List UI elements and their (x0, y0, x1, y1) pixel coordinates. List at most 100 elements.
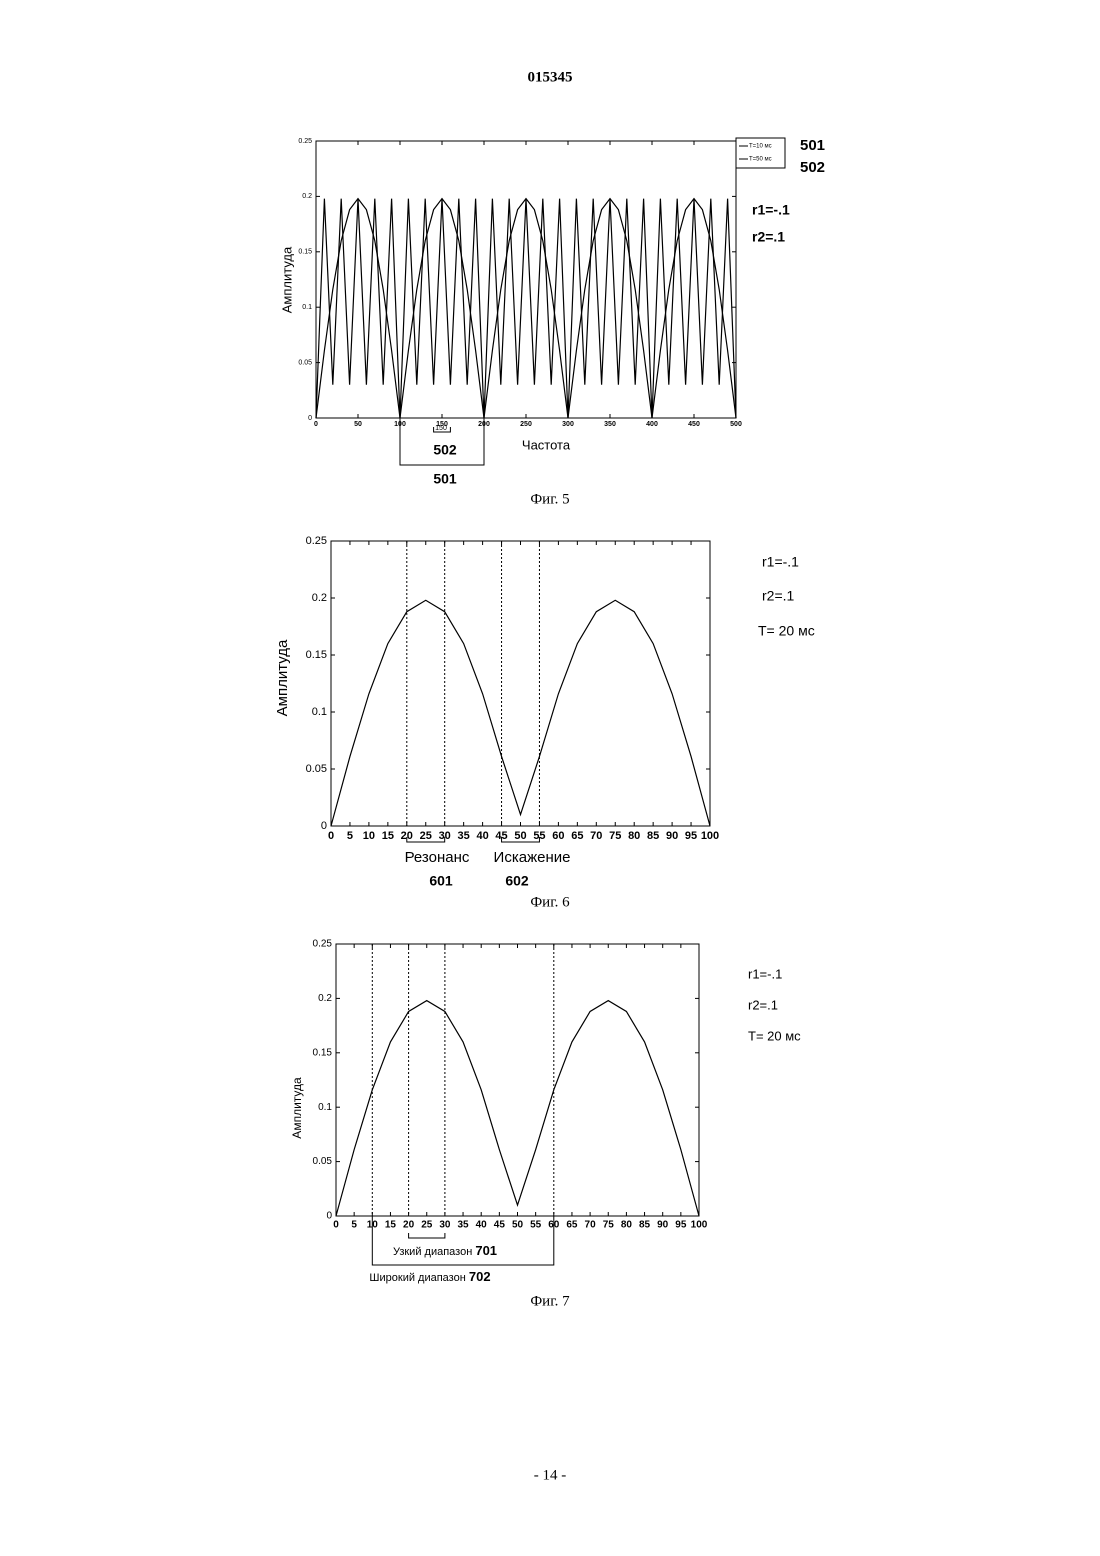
series-id: 501 (800, 137, 825, 154)
y-tick-label: 0.2 (302, 193, 312, 200)
y-tick-label: 0.05 (306, 763, 327, 775)
bracket-label: Широкий диапазон 702 (369, 1269, 490, 1284)
y-tick-label: 0 (308, 415, 312, 422)
x-tick-label: 15 (382, 830, 394, 842)
x-tick-label: 95 (675, 1220, 687, 1231)
bracket-label-text: Узкий диапазон (393, 1246, 472, 1258)
x-tick-label: 0 (314, 421, 318, 428)
bracket-id: 501 (433, 471, 457, 487)
bracket-id: 701 (475, 1243, 497, 1258)
y-tick-label: 0.25 (298, 138, 312, 145)
y-tick-label: 0.15 (298, 249, 312, 256)
param: r1=-.1 (748, 966, 782, 981)
x-tick-label: 65 (571, 830, 583, 842)
x-tick-label: 55 (530, 1220, 542, 1231)
x-tick-label: 90 (666, 830, 678, 842)
bracket-id: 602 (505, 873, 529, 889)
x-tick-label: 50 (354, 421, 362, 428)
x-tick-label: 95 (685, 830, 697, 842)
x-tick-label: 100 (701, 830, 719, 842)
x-tick-label: 80 (621, 1220, 633, 1231)
y-tick-label: 0.1 (312, 706, 327, 718)
y-tick-label: 0 (326, 1211, 332, 1222)
x-tick-label: 20 (403, 1220, 415, 1231)
y-tick-label: 0.05 (298, 359, 312, 366)
x-tick-label: 5 (347, 830, 353, 842)
data-line (331, 600, 710, 826)
page: 015345 501 502 r1=-.1 r2=.1 Амплитуда Ча… (0, 0, 1100, 1556)
series-id: 502 (800, 159, 825, 176)
y-tick-label: 0.05 (313, 1156, 333, 1167)
param: r1=-.1 (752, 202, 790, 218)
patent-page: 015345 501 502 r1=-.1 r2=.1 Амплитуда Ча… (0, 0, 1100, 1556)
y-axis-label: Амплитуда (279, 246, 294, 313)
data-line (336, 1001, 699, 1216)
param: T= 20 мс (758, 623, 815, 639)
x-tick-label: 75 (609, 830, 621, 842)
x-tick-label: 30 (439, 1220, 451, 1231)
x-tick-label: 300 (562, 421, 574, 428)
x-tick-label: 80 (628, 830, 640, 842)
param: T= 20 мс (748, 1028, 801, 1043)
x-tick-label: 40 (476, 830, 488, 842)
x-tick-label: 45 (494, 1220, 506, 1231)
data-line (316, 199, 736, 418)
x-tick-label: 150 (436, 421, 448, 428)
y-tick-label: 0.2 (312, 592, 327, 604)
x-tick-label: 35 (457, 1220, 469, 1231)
param: r2=.1 (762, 588, 795, 604)
bracket-id: 502 (433, 442, 457, 458)
bracket-label-text: Широкий диапазон (369, 1272, 465, 1284)
legend-label: T=10 мс (749, 144, 772, 150)
y-axis-label: Амплитуда (290, 1077, 304, 1139)
y-tick-label: 0.25 (306, 535, 327, 547)
bracket (409, 1233, 445, 1238)
plot-frame (331, 541, 710, 826)
x-tick-label: 5 (351, 1220, 357, 1231)
x-tick-label: 100 (691, 1220, 708, 1231)
bracket-id: 702 (469, 1269, 491, 1284)
x-tick-label: 75 (603, 1220, 615, 1231)
x-tick-label: 0 (333, 1220, 339, 1231)
x-tick-label: 70 (585, 1220, 597, 1231)
bracket-label: Узкий диапазон 701 (393, 1243, 497, 1258)
page-header: 015345 (528, 69, 573, 85)
page-footer: - 14 - (534, 1467, 567, 1483)
legend-box (736, 138, 785, 168)
x-tick-label: 250 (520, 421, 532, 428)
x-tick-label: 70 (590, 830, 602, 842)
x-tick-label: 400 (646, 421, 658, 428)
x-tick-label: 35 (458, 830, 470, 842)
param: r1=-.1 (762, 554, 799, 570)
x-tick-label: 60 (552, 830, 564, 842)
y-tick-label: 0.2 (318, 993, 332, 1004)
legend-label: T=50 мс (749, 157, 772, 163)
x-tick-label: 40 (476, 1220, 488, 1231)
param: r2=.1 (748, 997, 778, 1012)
x-tick-label: 350 (604, 421, 616, 428)
x-tick-label: 85 (647, 830, 659, 842)
x-tick-label: 450 (688, 421, 700, 428)
x-tick-label: 50 (512, 1220, 524, 1231)
y-tick-label: 0.25 (313, 939, 333, 950)
x-axis-label: Частота (522, 437, 571, 452)
x-tick-label: 65 (566, 1220, 578, 1231)
x-tick-label: 25 (420, 830, 432, 842)
x-tick-label: 25 (421, 1220, 433, 1231)
y-tick-label: 0.15 (306, 649, 327, 661)
figure-caption: Фиг. 5 (530, 491, 569, 507)
x-tick-label: 50 (514, 830, 526, 842)
plot-frame (336, 944, 699, 1216)
bracket-label: Искажение (494, 849, 571, 866)
y-tick-label: 0 (321, 820, 327, 832)
bracket-id: 601 (429, 873, 453, 889)
x-tick-label: 10 (363, 830, 375, 842)
y-tick-label: 0.15 (313, 1047, 333, 1058)
bracket-label: Резонанс (405, 849, 470, 866)
figure-caption: Фиг. 6 (530, 894, 570, 910)
x-tick-label: 0 (328, 830, 334, 842)
data-line (316, 199, 736, 418)
x-tick-label: 90 (657, 1220, 669, 1231)
y-axis-label: Амплитуда (274, 639, 291, 716)
x-tick-label: 500 (730, 421, 742, 428)
